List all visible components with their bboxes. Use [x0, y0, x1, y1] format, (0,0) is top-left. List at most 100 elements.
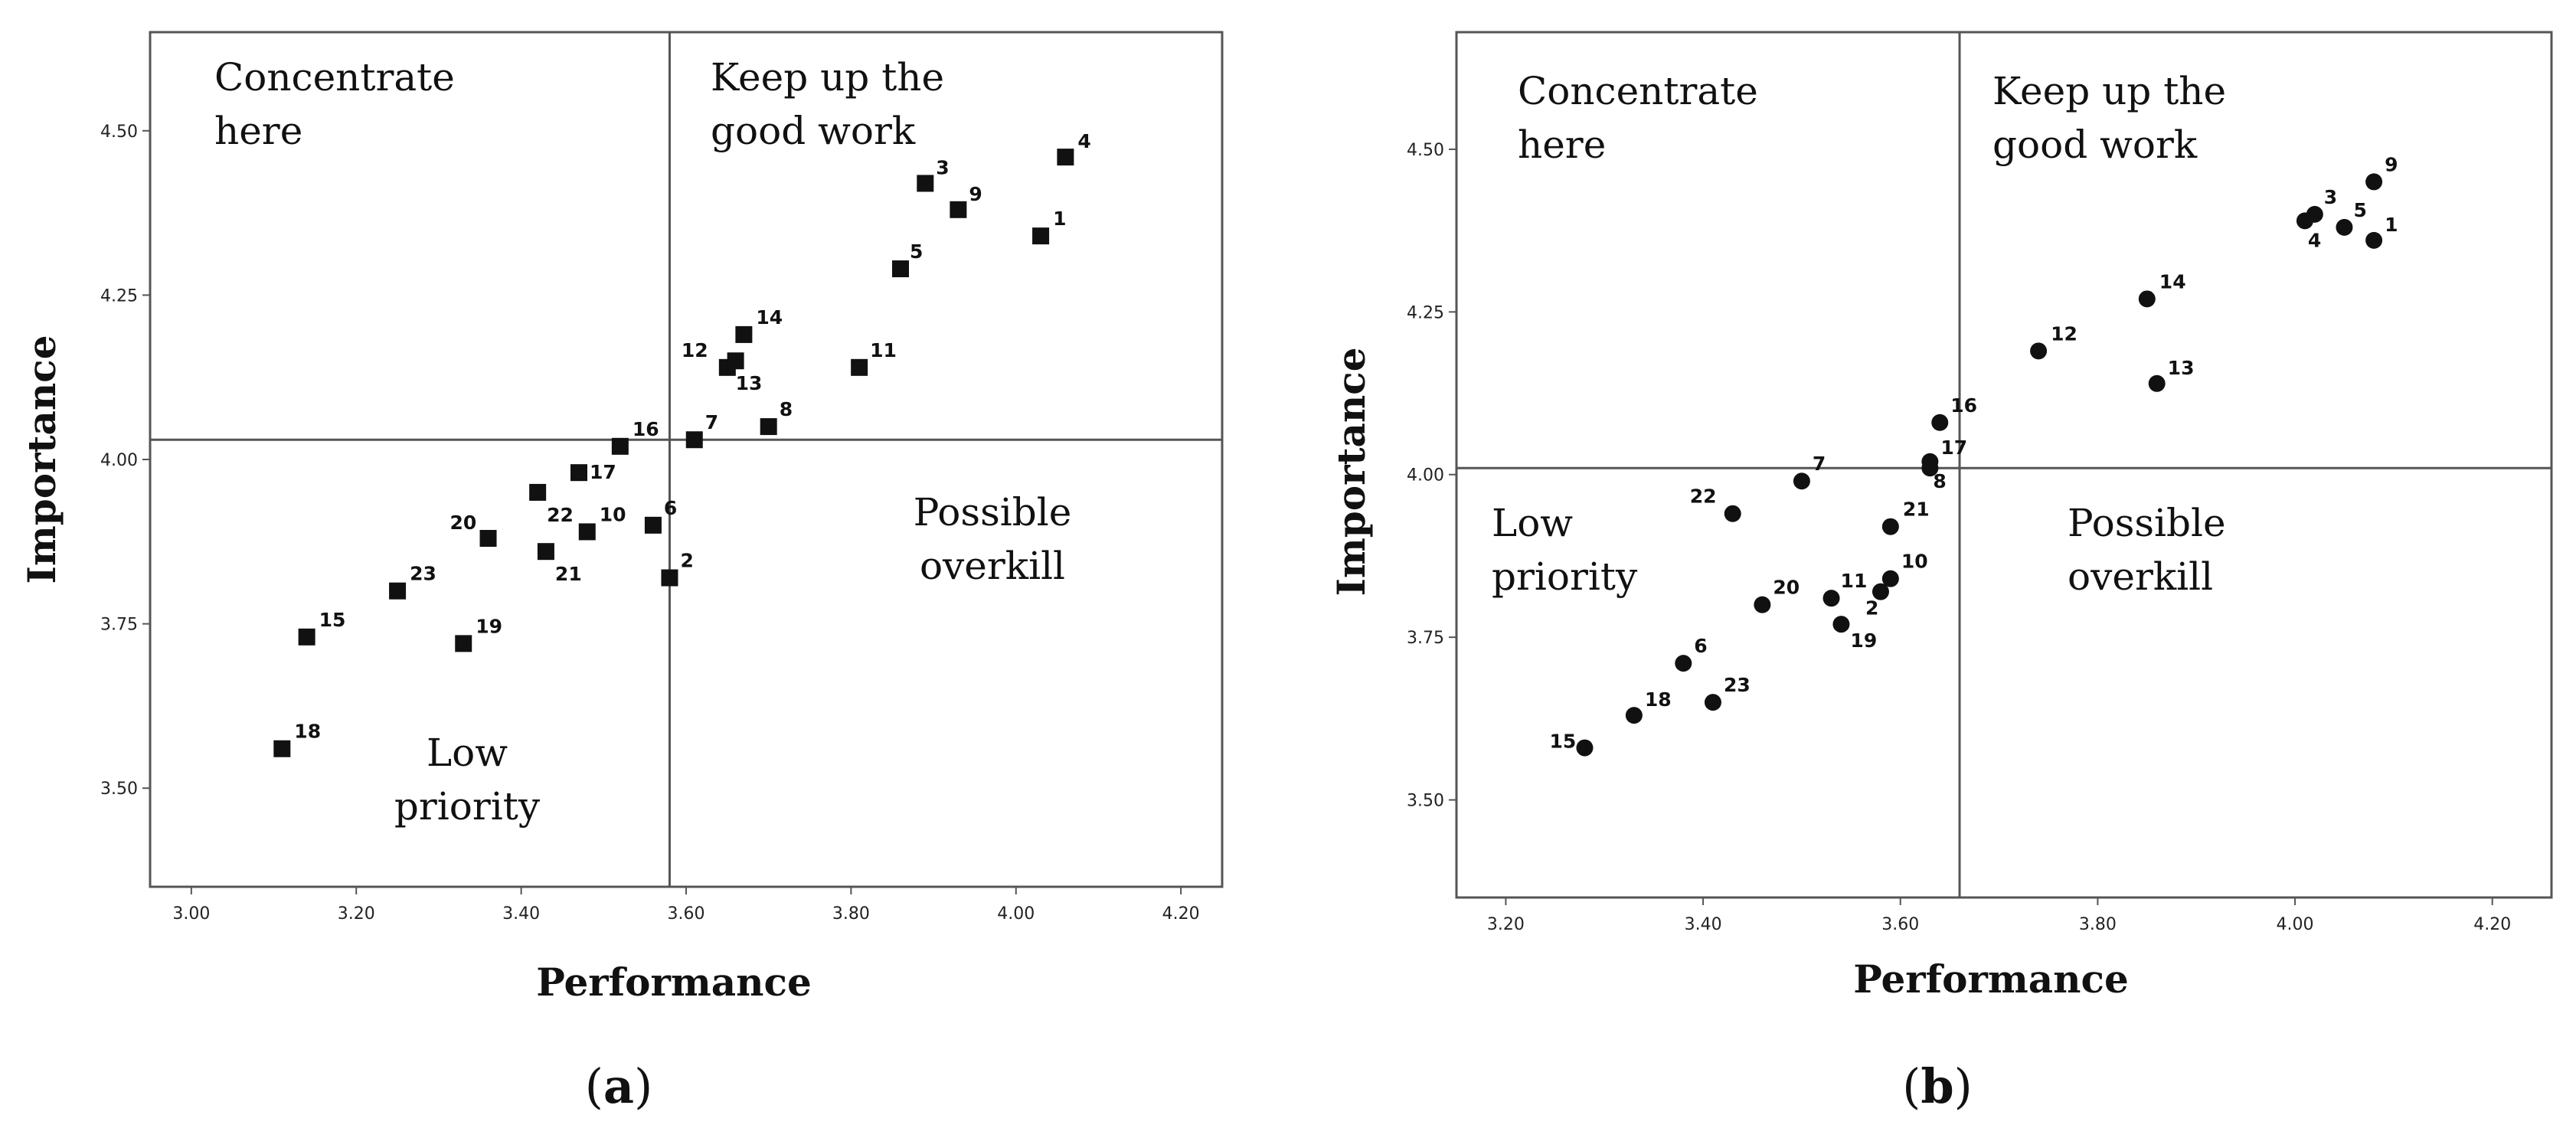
panel-a-quadrant-top-left-text: Concentrate [214, 55, 455, 100]
panel-a-point-20 [479, 530, 497, 548]
panel-b-point-label-1: 1 [2385, 214, 2398, 236]
panel-a-caption-letter: a [603, 1058, 634, 1114]
panel-b-reference-lines [1456, 32, 2551, 897]
panel-b-x-tick-label: 3.20 [1487, 915, 1525, 934]
panel-b-y-tick-label: 4.50 [1407, 141, 1444, 160]
panel-a-y-tick-label: 4.25 [100, 286, 138, 306]
panel-b-point-19 [1832, 616, 1850, 633]
panel-a-point-13 [727, 352, 744, 370]
panel-a-y-axis-title: Importance [19, 335, 64, 584]
panel-b-point-6 [1675, 655, 1692, 672]
panel-a-point-17 [570, 464, 587, 482]
panel-b-quadrant-top-right-text: good work [1992, 123, 2198, 167]
panel-b-chart: 3.20 3.40 3.60 3.80 4.00 4.20 3.50 3.75 4.00 4.25… [1329, 31, 2553, 1114]
panel-a-quadrant-labels: Concentrate here Keep up the good work Low pr… [214, 55, 1071, 829]
panel-b-point-label-4: 4 [2308, 229, 2321, 251]
panel-b-y-tick-label: 4.25 [1407, 303, 1444, 322]
panel-a-point-5 [892, 260, 909, 278]
panel-b-point-22 [1724, 505, 1741, 522]
panel-a-y-tick-label: 4.50 [100, 123, 138, 142]
panel-a-x-tick-label: 3.20 [338, 904, 375, 924]
panel-b-point-1 [2365, 231, 2383, 249]
panel-b-quadrant-bottom-right-text: Possible [2068, 501, 2226, 545]
panel-a-quadrant-top-right-text: good work [711, 109, 916, 153]
panel-a-point-label-8: 8 [780, 398, 793, 420]
panel-b-point-label-3: 3 [2324, 186, 2337, 208]
panel-b-x-tick-label: 3.40 [1685, 915, 1722, 934]
panel-a-point-label-6: 6 [664, 497, 677, 519]
panel-b-point-2 [1872, 583, 1889, 600]
panel-a-y-tick-label: 4.00 [100, 451, 138, 470]
panel-a-point-label-10: 10 [600, 503, 626, 525]
panel-b-point-14 [2138, 290, 2156, 308]
panel-a-x-tick-label: 3.40 [502, 904, 540, 924]
panel-a-point-label-16: 16 [633, 418, 659, 440]
panel-b-y-axis-title: Importance [1329, 347, 1374, 596]
panel-b-point-label-13: 13 [2168, 357, 2195, 379]
panel-b-y-tick-label: 4.00 [1407, 466, 1444, 486]
panel-b-point-11 [1822, 590, 1840, 607]
panel-a-point-16 [611, 437, 629, 455]
panel-b-point-10 [1881, 570, 1899, 587]
panel-a-x-tick-label: 3.80 [832, 904, 870, 924]
panel-b-point-label-23: 23 [1724, 674, 1751, 696]
panel-a-point-2 [661, 569, 678, 587]
panel-a-quadrant-bottom-right-text: overkill [920, 544, 1065, 588]
panel-b-point-label-15: 15 [1549, 731, 1576, 753]
panel-a-point-label-12: 12 [682, 339, 708, 361]
panel-a-x-tick-label: 3.60 [668, 904, 705, 924]
panel-a-point-label-9: 9 [969, 183, 982, 205]
panel-b-point-16 [1931, 414, 1949, 431]
panel-b-point-label-10: 10 [1901, 551, 1928, 573]
panel-a-quadrant-bottom-left-text: Low [427, 731, 508, 775]
panel-a-point-label-21: 21 [555, 563, 582, 585]
panel-b-caption: (b) [1902, 1058, 1973, 1114]
panel-a-point-label-7: 7 [705, 411, 718, 433]
panel-a-point-6 [644, 516, 662, 534]
panel-b-x-tick-label: 3.60 [1881, 915, 1919, 934]
panel-b-point-label-11: 11 [1841, 570, 1868, 592]
panel-a-point-1 [1032, 227, 1050, 245]
panel-a-point-label-13: 13 [736, 372, 763, 394]
panel-b-x-axis-title: Performance [1853, 956, 2129, 1002]
panel-a-quadrant-bottom-left-text: priority [394, 784, 541, 829]
panel-a-point-label-19: 19 [476, 615, 502, 637]
panel-b-point-20 [1754, 596, 1771, 613]
panel-a-point-18 [273, 740, 291, 757]
panel-b-plot-frame [1455, 31, 2553, 899]
panel-a-x-tick-label: 3.00 [172, 904, 210, 924]
panel-b-quadrant-labels: Concentrate here Keep up the good work Low pr… [1492, 69, 2226, 599]
panel-a-point-8 [760, 418, 777, 436]
panel-a-point-label-2: 2 [680, 550, 693, 572]
panel-b-y-tick-label: 3.75 [1407, 629, 1444, 648]
panel-b-point-label-18: 18 [1645, 688, 1672, 711]
panel-b-quadrant-bottom-left-text: priority [1492, 554, 1638, 599]
panel-b-point-label-9: 9 [2385, 153, 2398, 175]
panel-b-point-13 [2148, 374, 2166, 392]
panel-b-x-tick-label: 3.80 [2079, 915, 2117, 934]
panel-b-point-label-6: 6 [1694, 635, 1707, 657]
panel-b-point-label-22: 22 [1690, 486, 1717, 508]
panel-b-point-label-14: 14 [2159, 270, 2186, 293]
panel-a-caption: (a) [585, 1058, 653, 1114]
panel-a-quadrant-top-left-text: here [214, 109, 302, 153]
panel-a-point-label-4: 4 [1077, 130, 1090, 152]
panel-a-point-label-18: 18 [294, 721, 321, 743]
panel-a-point-19 [455, 635, 472, 652]
panel-a-point-label-14: 14 [756, 306, 783, 329]
panel-a-point-label-3: 3 [936, 156, 949, 178]
panel-b-point-7 [1793, 472, 1810, 490]
panel-a-x-tick-label: 4.20 [1162, 904, 1200, 924]
panel-a-quadrant-top-right-text: Keep up the [711, 55, 944, 100]
panel-b-point-15 [1576, 739, 1594, 757]
panel-a-point-7 [685, 431, 703, 449]
panel-b-point-label-5: 5 [2353, 199, 2366, 221]
panel-b-point-label-8: 8 [1933, 470, 1946, 492]
panel-a-point-9 [950, 201, 967, 218]
panel-b-point-5 [2336, 218, 2353, 236]
panel-a-quadrant-bottom-right-text: Possible [914, 490, 1072, 535]
panel-a-point-4 [1057, 149, 1074, 166]
panel-b-point-label-20: 20 [1773, 577, 1800, 599]
panel-a-x-axis-title: Performance [536, 960, 812, 1005]
panel-b-point-9 [2365, 173, 2383, 191]
